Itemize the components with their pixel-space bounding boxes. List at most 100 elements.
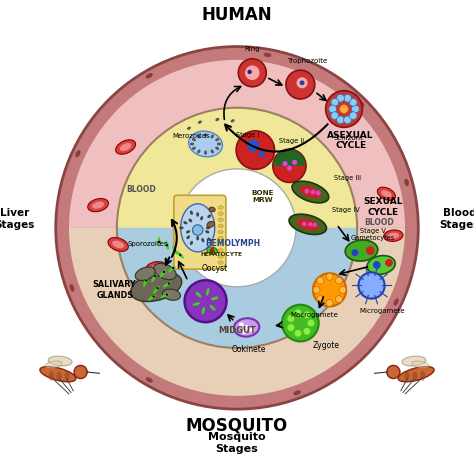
Ellipse shape: [204, 133, 207, 138]
Ellipse shape: [179, 226, 183, 229]
Ellipse shape: [200, 216, 203, 220]
Circle shape: [313, 273, 346, 307]
Text: Merozoites: Merozoites: [172, 133, 210, 139]
Ellipse shape: [293, 390, 301, 395]
Ellipse shape: [146, 377, 153, 383]
Circle shape: [292, 159, 297, 165]
Ellipse shape: [135, 267, 155, 281]
Ellipse shape: [45, 361, 62, 368]
Circle shape: [302, 222, 307, 226]
Ellipse shape: [143, 278, 147, 287]
Text: Liver
Stages: Liver Stages: [0, 208, 35, 230]
Ellipse shape: [64, 371, 70, 381]
Ellipse shape: [218, 206, 223, 209]
Circle shape: [387, 366, 400, 378]
Circle shape: [249, 328, 254, 332]
Ellipse shape: [208, 238, 211, 241]
Ellipse shape: [292, 181, 328, 203]
Ellipse shape: [195, 292, 201, 298]
Circle shape: [166, 244, 168, 246]
Circle shape: [238, 59, 266, 87]
Ellipse shape: [264, 53, 272, 57]
Ellipse shape: [186, 235, 190, 239]
Text: Schizont: Schizont: [333, 135, 364, 141]
Text: MIDGUT: MIDGUT: [218, 326, 256, 335]
Ellipse shape: [398, 367, 434, 382]
Ellipse shape: [210, 149, 214, 154]
Circle shape: [239, 322, 244, 327]
Text: Sporozoites: Sporozoites: [127, 241, 168, 247]
Circle shape: [296, 77, 308, 89]
Ellipse shape: [163, 289, 181, 300]
Ellipse shape: [215, 147, 219, 150]
Text: HEMOLYMPH: HEMOLYMPH: [205, 239, 260, 248]
Circle shape: [287, 324, 294, 331]
Ellipse shape: [190, 241, 193, 245]
Circle shape: [273, 149, 306, 182]
Circle shape: [294, 330, 301, 337]
Ellipse shape: [198, 121, 202, 124]
Circle shape: [310, 190, 315, 194]
Circle shape: [307, 319, 314, 327]
Text: Stage IV: Stage IV: [332, 207, 360, 213]
Text: Trophozoite: Trophozoite: [287, 58, 327, 64]
Ellipse shape: [183, 221, 187, 224]
Ellipse shape: [151, 274, 157, 282]
Ellipse shape: [146, 73, 153, 79]
Text: BONE
MRW: BONE MRW: [251, 190, 273, 203]
Ellipse shape: [289, 214, 327, 234]
Ellipse shape: [48, 356, 72, 366]
Ellipse shape: [300, 186, 321, 198]
Circle shape: [156, 287, 159, 289]
Ellipse shape: [218, 261, 223, 264]
Circle shape: [326, 299, 333, 307]
Ellipse shape: [153, 286, 159, 294]
Circle shape: [158, 241, 160, 243]
Ellipse shape: [388, 233, 399, 239]
Ellipse shape: [218, 236, 223, 240]
Ellipse shape: [218, 230, 223, 234]
Circle shape: [385, 259, 393, 267]
Ellipse shape: [208, 221, 212, 224]
Text: BLOOD: BLOOD: [126, 185, 156, 194]
Ellipse shape: [116, 140, 136, 154]
Ellipse shape: [49, 371, 54, 381]
Text: Oocyst: Oocyst: [201, 264, 228, 273]
Circle shape: [174, 250, 176, 252]
Circle shape: [373, 261, 381, 269]
Ellipse shape: [420, 371, 425, 381]
Text: SALIVARY
GLANDS: SALIVARY GLANDS: [93, 280, 137, 300]
Ellipse shape: [211, 297, 219, 300]
Ellipse shape: [186, 230, 190, 234]
Ellipse shape: [177, 251, 184, 259]
Circle shape: [358, 272, 384, 298]
Circle shape: [337, 94, 345, 102]
Text: Macrogamete: Macrogamete: [291, 312, 338, 318]
Ellipse shape: [40, 367, 76, 382]
Ellipse shape: [210, 305, 216, 311]
Wedge shape: [68, 59, 406, 228]
Circle shape: [326, 273, 333, 280]
Circle shape: [172, 267, 174, 269]
Circle shape: [312, 223, 317, 227]
Ellipse shape: [189, 218, 192, 222]
Circle shape: [166, 293, 168, 296]
Text: Mosquito
Stages: Mosquito Stages: [208, 432, 266, 453]
Circle shape: [286, 70, 315, 99]
Text: Ring: Ring: [245, 46, 260, 52]
Circle shape: [313, 287, 320, 293]
Ellipse shape: [297, 218, 319, 230]
Text: HUMAN: HUMAN: [202, 5, 272, 24]
Ellipse shape: [210, 134, 214, 138]
Ellipse shape: [218, 218, 223, 222]
Ellipse shape: [181, 204, 215, 252]
Ellipse shape: [215, 118, 219, 121]
Ellipse shape: [393, 298, 399, 306]
Circle shape: [245, 65, 260, 80]
Ellipse shape: [207, 247, 218, 254]
Circle shape: [247, 139, 259, 152]
Ellipse shape: [88, 198, 109, 212]
Circle shape: [340, 105, 348, 113]
Circle shape: [247, 70, 252, 74]
Ellipse shape: [218, 212, 223, 215]
